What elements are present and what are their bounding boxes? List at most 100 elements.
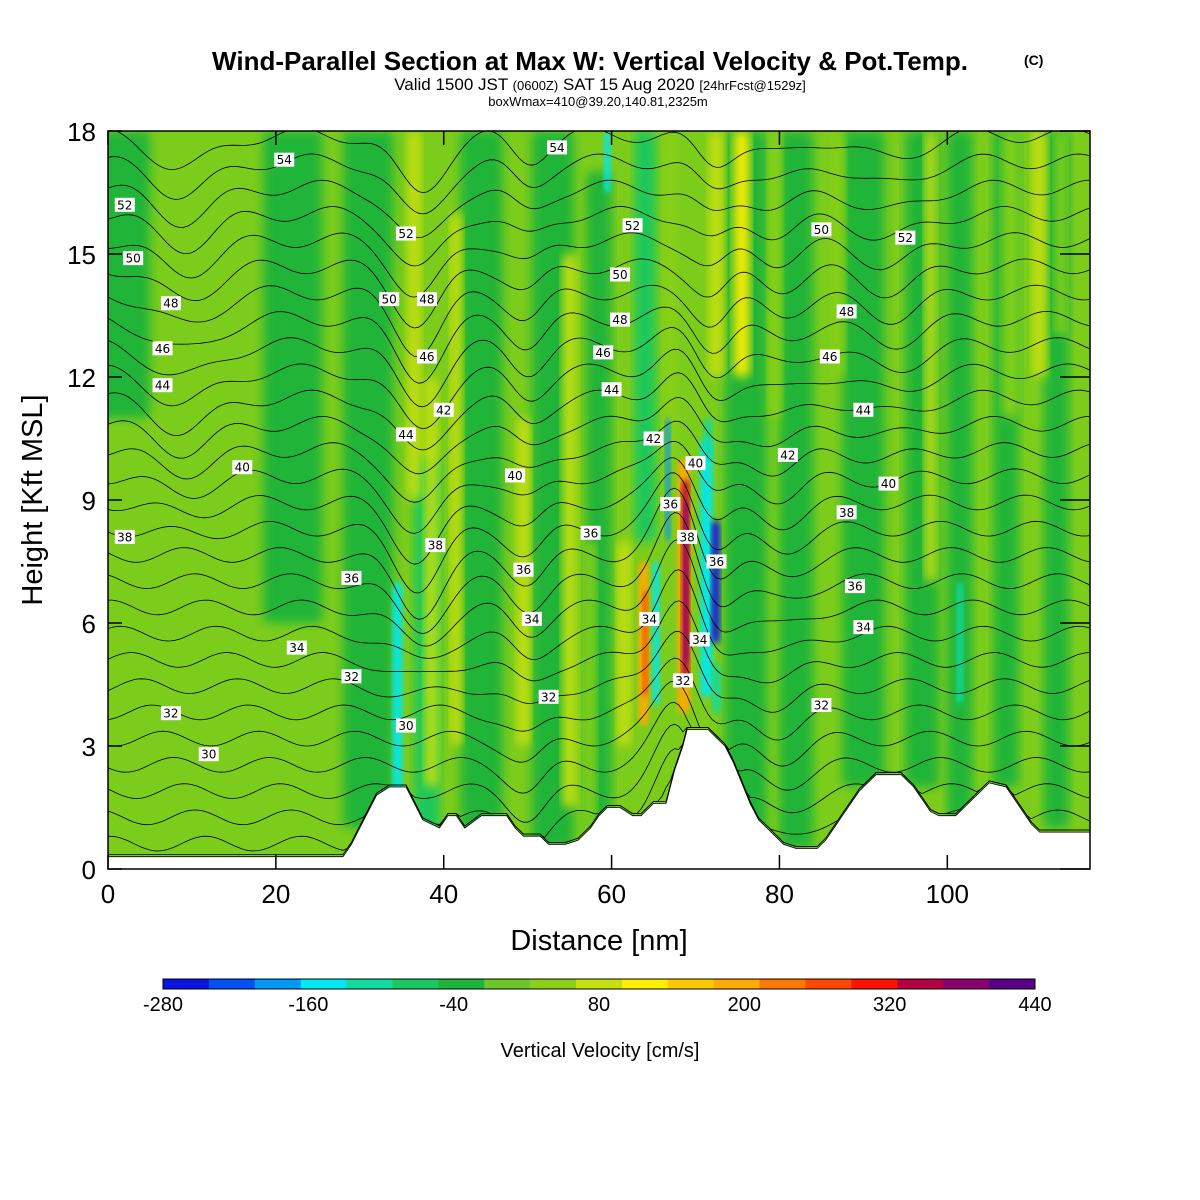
contour-label-text: 34 <box>524 612 539 626</box>
contour-label-text: 54 <box>549 141 564 155</box>
colorbar-swatch <box>897 979 944 989</box>
contour-label: 30 <box>395 718 416 733</box>
theta-contour <box>108 701 1090 794</box>
contour-label-text: 48 <box>839 305 854 319</box>
contour-label-text: 36 <box>583 526 598 540</box>
contour-label-text: 36 <box>847 580 862 594</box>
theta-contour <box>108 232 1090 298</box>
contour-label: 30 <box>198 747 219 762</box>
contour-label: 50 <box>609 267 630 282</box>
colorbar-swatch <box>208 979 256 989</box>
contour-label: 54 <box>547 140 568 155</box>
contour-label-text: 42 <box>646 432 661 446</box>
contour-label: 36 <box>580 525 601 540</box>
theta-contour <box>108 348 1090 430</box>
x-tick-label: 40 <box>429 879 458 909</box>
theta-contour <box>108 630 1090 713</box>
colorbar-tick-label: 320 <box>873 994 906 1016</box>
contour-label: 46 <box>416 349 437 364</box>
terrain <box>108 729 1090 869</box>
contour-label-text: 46 <box>419 350 434 364</box>
contour-label: 34 <box>689 632 710 647</box>
contour-label: 32 <box>160 706 181 721</box>
theta-contours <box>108 131 1090 855</box>
y-tick-label: 18 <box>67 117 96 147</box>
colorbar-swatch <box>438 979 485 989</box>
contour-label: 48 <box>160 296 181 311</box>
theta-contour <box>114 131 1090 194</box>
contour-label-text: 50 <box>612 268 627 282</box>
contour-label: 34 <box>639 611 660 626</box>
contour-label: 34 <box>521 611 542 626</box>
contour-label-text: 48 <box>163 297 178 311</box>
contour-label: 34 <box>853 620 874 635</box>
theta-contour <box>108 420 1090 503</box>
contour-label-text: 32 <box>675 674 690 688</box>
colorbar-swatch <box>300 979 348 989</box>
contour-label-text: 42 <box>436 403 451 417</box>
contour-label-text: 44 <box>155 379 170 393</box>
contour-label: 54 <box>274 152 295 167</box>
contour-label: 50 <box>811 222 832 237</box>
contour-label: 46 <box>593 345 614 360</box>
contour-label-text: 36 <box>663 498 678 512</box>
contour-label: 40 <box>505 468 526 483</box>
y-tick-label: 6 <box>82 609 96 639</box>
x-axis-title: Distance [nm] <box>510 925 687 957</box>
contour-label-text: 32 <box>814 699 829 713</box>
contour-label: 42 <box>433 402 454 417</box>
contour-label-text: 32 <box>344 670 359 684</box>
colorbar-tick-label: -160 <box>288 994 328 1016</box>
subtitle-utc: (0600Z) <box>513 78 559 93</box>
contour-label-text: 34 <box>692 633 707 647</box>
x-tick-label: 100 <box>926 879 969 909</box>
contour-label: 36 <box>844 579 865 594</box>
contour-label: 42 <box>643 431 664 446</box>
colorbar-swatch <box>254 979 302 989</box>
contour-label: 32 <box>538 689 559 704</box>
contour-label: 38 <box>114 529 135 544</box>
y-tick-label: 9 <box>82 486 96 516</box>
contour-label: 40 <box>878 476 899 491</box>
colorbar-swatch <box>621 979 669 989</box>
contour-label-text: 50 <box>382 293 397 307</box>
contour-label-text: 48 <box>612 313 627 327</box>
contour-label-text: 36 <box>344 571 359 585</box>
chart-subtitle: Valid 1500 JST (0600Z) SAT 15 Aug 2020 [… <box>394 75 806 94</box>
plot-area: 54 52 50 48 46 44 40 38 36 34 32 32 30 30 52 50 48 46 42 44… <box>108 131 1090 869</box>
contour-label: 48 <box>609 312 630 327</box>
x-tick-label: 0 <box>101 879 115 909</box>
contour-label: 38 <box>836 505 857 520</box>
contour-label-text: 46 <box>596 346 611 360</box>
contour-label-text: 36 <box>709 555 724 569</box>
x-tick-label: 20 <box>261 879 290 909</box>
contour-label-text: 46 <box>155 342 170 356</box>
subtitle-forecast: [24hrFcst@1529z] <box>699 78 805 93</box>
contour-label: 42 <box>777 447 798 462</box>
contour-label-text: 44 <box>398 428 413 442</box>
contour-label: 44 <box>152 378 173 393</box>
contour-label: 38 <box>677 529 698 544</box>
contour-label-text: 40 <box>507 469 522 483</box>
colorbar-tick-label: -280 <box>143 994 183 1016</box>
contour-label: 36 <box>513 562 534 577</box>
contour-label-text: 40 <box>881 477 896 491</box>
colorbar-tick-label: 200 <box>728 994 761 1016</box>
theta-contour <box>108 179 1090 239</box>
theta-contour <box>108 487 1090 620</box>
subtitle-valid: Valid 1500 JST <box>394 75 508 94</box>
theta-contour <box>108 723 1090 823</box>
colorbar-title: Vertical Velocity [cm/s] <box>501 1040 700 1062</box>
colorbar-tick-label: 80 <box>588 994 610 1016</box>
theta-contour <box>108 600 1090 684</box>
contour-label-text: 52 <box>398 227 413 241</box>
x-tick-label: 80 <box>765 879 794 909</box>
contour-label: 48 <box>416 292 437 307</box>
colorbar-swatch <box>805 979 852 989</box>
theta-contour <box>108 440 1090 534</box>
y-axis-title: Height [Kft MSL] <box>17 394 49 605</box>
contour-label: 50 <box>123 251 144 266</box>
x-tick-label: 60 <box>597 879 626 909</box>
